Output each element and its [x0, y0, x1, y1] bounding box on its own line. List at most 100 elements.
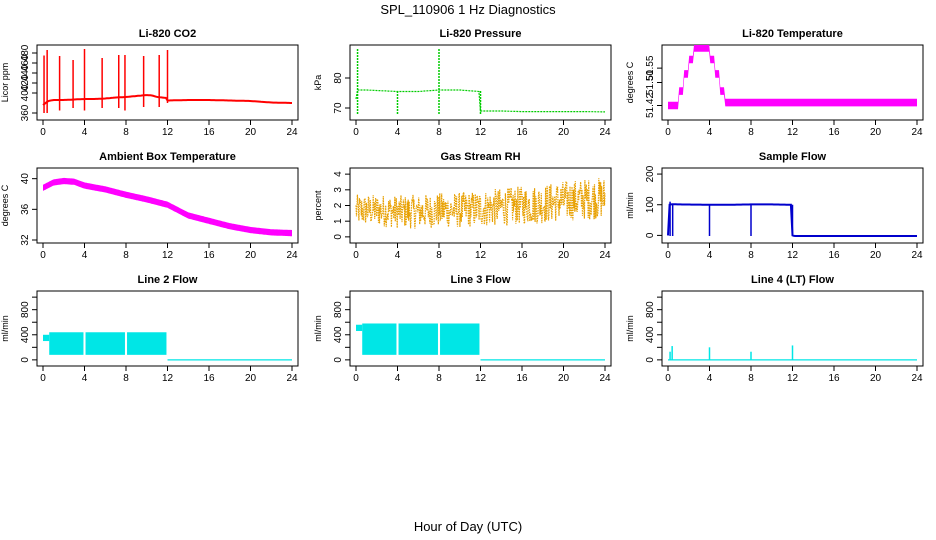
plot-title: Gas Stream RH: [440, 151, 520, 163]
y-tick-label: 800: [333, 301, 344, 318]
chart-ambient: Ambient Box Temperature degrees C 0 4 8 12 16 2…: [0, 151, 299, 261]
x-tick-label: 24: [286, 373, 298, 384]
x-tick-label: 12: [787, 127, 799, 138]
plot-title: Li-820 Pressure: [440, 28, 522, 40]
y-tick-label: 51.50: [645, 70, 656, 95]
y-tick-label: 4: [333, 171, 344, 177]
y-tick-label: 0: [20, 357, 31, 363]
y-tick-label: 400: [20, 84, 31, 101]
y-tick-label: 360: [20, 104, 31, 121]
plot-area: [667, 201, 917, 237]
plot-title: Line 4 (LT) Flow: [751, 274, 834, 286]
series-band: [43, 177, 292, 237]
x-tick-label: 4: [707, 373, 713, 384]
y-tick-label: 800: [20, 301, 31, 318]
x-tick-label: 0: [353, 250, 359, 261]
x-tick-label: 12: [162, 373, 174, 384]
chart-line4: Line 4 (LT) Flow ml/min 0 4 8 12 16 20 24 0 400 800: [625, 274, 924, 384]
x-tick-label: 0: [40, 127, 46, 138]
y-tick-label: 800: [645, 301, 656, 318]
x-tick-label: 8: [123, 127, 129, 138]
x-tick-label: 16: [516, 250, 528, 261]
plot-title: Li-820 Temperature: [742, 28, 843, 40]
y-tick-label: 51.42: [645, 93, 656, 118]
y-axis-label: degrees C: [0, 184, 10, 226]
y-axis-label: ml/min: [625, 315, 635, 342]
x-tick-label: 20: [870, 250, 882, 261]
y-tick-label: 400: [645, 326, 656, 343]
y-axis-label: ml/min: [625, 192, 635, 219]
chart-line3: Line 3 Flow ml/min 0 4 8 12 16 20 24 0 400 800: [313, 274, 612, 384]
plot-title: Ambient Box Temperature: [99, 151, 236, 163]
x-tick-label: 16: [828, 373, 840, 384]
x-tick-label: 16: [828, 250, 840, 261]
y-tick-label: 3: [333, 187, 344, 193]
plot-area: [355, 178, 606, 229]
x-tick-label: 4: [707, 127, 713, 138]
plot-area: [356, 323, 605, 361]
y-tick-label: 0: [645, 232, 656, 238]
x-tick-label: 12: [787, 250, 799, 261]
x-tick-label: 12: [787, 373, 799, 384]
y-tick-label: 0: [333, 234, 344, 240]
x-tick-label: 8: [123, 250, 129, 261]
flow-block: [356, 324, 363, 332]
x-tick-label: 24: [911, 373, 923, 384]
x-tick-label: 0: [665, 373, 671, 384]
x-tick-label: 0: [40, 373, 46, 384]
x-tick-label: 4: [707, 250, 713, 261]
flow-block: [127, 332, 167, 355]
x-tick-label: 20: [558, 250, 570, 261]
y-tick-label: 460: [20, 54, 31, 71]
flow-block: [440, 323, 480, 355]
x-tick-label: 16: [828, 127, 840, 138]
plot-area: [668, 345, 917, 361]
plot-area: [668, 45, 917, 110]
plot-title: Sample Flow: [759, 151, 827, 163]
x-tick-label: 24: [286, 127, 298, 138]
x-tick-label: 4: [395, 373, 401, 384]
x-tick-label: 24: [599, 373, 611, 384]
chart-pressure: Li-820 Pressure kPa 0 4 8 12 16 20 24 70 80: [313, 28, 612, 138]
plot-title: Li-820 CO2: [139, 28, 196, 40]
plot-title: Line 3 Flow: [451, 274, 511, 286]
figure-title: SPL_110906 1 Hz Diagnostics: [380, 2, 556, 17]
y-tick-label: 40: [20, 173, 31, 185]
y-tick-label: 400: [20, 326, 31, 343]
plot-area: [43, 177, 292, 237]
y-tick-label: 0: [333, 357, 344, 363]
x-tick-label: 20: [245, 250, 257, 261]
x-tick-label: 12: [162, 127, 174, 138]
x-tick-label: 8: [748, 373, 754, 384]
x-tick-label: 4: [395, 127, 401, 138]
y-tick-label: 32: [20, 234, 31, 246]
x-tick-label: 8: [436, 373, 442, 384]
y-axis-label: Licor ppm: [0, 63, 10, 103]
y-tick-label: 36: [20, 203, 31, 215]
y-tick-label: 1: [333, 218, 344, 224]
y-axis-label: kPa: [313, 75, 323, 91]
chart-line2: Line 2 Flow ml/min 0 4 8 12 16 20 24 0 400 800: [0, 274, 299, 384]
y-axis-label: degrees C: [625, 61, 635, 103]
x-tick-label: 0: [665, 127, 671, 138]
x-tick-label: 12: [475, 250, 487, 261]
series-line: [355, 178, 606, 229]
y-tick-label: 100: [645, 196, 656, 213]
x-tick-label: 20: [245, 373, 257, 384]
chart-temp820: Li-820 Temperature degrees C 0 4 8 12 16 20 24 51…: [625, 28, 924, 138]
x-tick-label: 16: [516, 127, 528, 138]
x-tick-label: 4: [82, 373, 88, 384]
y-tick-label: 70: [333, 102, 344, 114]
x-tick-label: 24: [599, 127, 611, 138]
y-tick-label: 2: [333, 202, 344, 208]
plot-area: [355, 48, 605, 114]
y-tick-label: 480: [20, 44, 31, 61]
y-axis-label: percent: [313, 190, 323, 221]
flow-block: [49, 332, 84, 355]
y-tick-label: 420: [20, 74, 31, 91]
x-tick-label: 4: [395, 250, 401, 261]
x-tick-label: 16: [203, 250, 215, 261]
x-tick-label: 8: [748, 127, 754, 138]
x-tick-label: 20: [870, 127, 882, 138]
x-tick-label: 4: [82, 250, 88, 261]
